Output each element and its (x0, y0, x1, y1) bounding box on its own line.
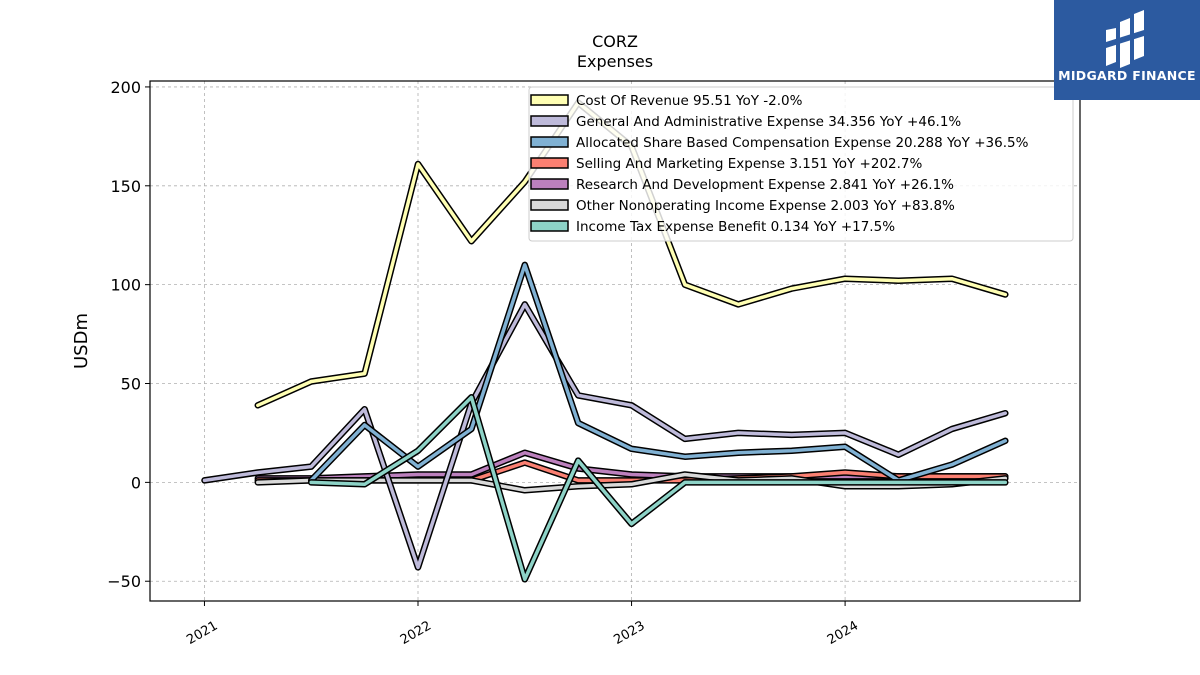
y-tick-label: 50 (121, 375, 141, 394)
legend-swatch (530, 115, 569, 127)
chart-subtitle: Expenses (577, 52, 653, 71)
series-line-1 (201, 301, 1009, 571)
legend-box (528, 86, 1074, 242)
series-line-2 (307, 261, 1009, 484)
legend-label: Selling And Marketing Expense 3.151 YoY … (576, 156, 922, 172)
legend-label: Allocated Share Based Compensation Expen… (576, 135, 1029, 151)
legend-swatch (530, 157, 569, 169)
x-tick-label: 2024 (825, 618, 861, 648)
legend-swatch (530, 199, 569, 211)
x-tick-label: 2021 (184, 618, 220, 648)
legend-item: Income Tax Expense Benefit 0.134 YoY +17… (530, 219, 895, 235)
legend-swatch (530, 178, 569, 190)
series-line-6 (307, 394, 1009, 583)
legend-swatch (530, 94, 569, 106)
midgard-logo-icon (1106, 10, 1144, 68)
legend-label: General And Administrative Expense 34.35… (576, 114, 961, 130)
series-layer (201, 99, 1009, 583)
series-stroke (202, 302, 1008, 570)
midgard-finance-logo: MIDGARD FINANCE (1054, 0, 1200, 100)
legend-item: Allocated Share Based Compensation Expen… (530, 135, 1029, 151)
series-line-5 (254, 471, 1009, 494)
x-tick-label: 2023 (611, 618, 647, 648)
series-outline (307, 261, 1009, 484)
series-stroke (309, 263, 1008, 483)
series-stroke (309, 395, 1008, 582)
legend-item: Other Nonoperating Income Expense 2.003 … (530, 198, 955, 214)
legend-item: Selling And Marketing Expense 3.151 YoY … (530, 156, 922, 172)
y-tick-label: 200 (110, 78, 141, 97)
y-tick-label: 100 (110, 276, 141, 295)
legend-swatch (530, 136, 569, 148)
chart-title: CORZ (592, 32, 638, 51)
legend-item: Research And Development Expense 2.841 Y… (530, 177, 954, 193)
y-axis-label: USDm (71, 313, 92, 369)
legend-label: Income Tax Expense Benefit 0.134 YoY +17… (576, 219, 895, 235)
legend: Cost Of Revenue 95.51 YoY -2.0% General A… (528, 86, 1074, 242)
legend-item: General And Administrative Expense 34.35… (530, 114, 961, 130)
y-tick-label: 0 (131, 473, 141, 492)
plot-frame (149, 80, 1081, 602)
y-tick-label: 150 (110, 177, 141, 196)
logo-text: MIDGARD FINANCE (1058, 68, 1196, 83)
legend-item: Cost Of Revenue 95.51 YoY -2.0% (530, 93, 803, 109)
legend-swatch (530, 220, 569, 232)
y-tick-label: −50 (107, 572, 141, 591)
x-tick-label: 2022 (398, 618, 434, 648)
legend-label: Research And Development Expense 2.841 Y… (576, 177, 954, 193)
legend-label: Cost Of Revenue 95.51 YoY -2.0% (576, 93, 803, 109)
legend-label: Other Nonoperating Income Expense 2.003 … (576, 198, 955, 214)
series-stroke (256, 472, 1008, 493)
